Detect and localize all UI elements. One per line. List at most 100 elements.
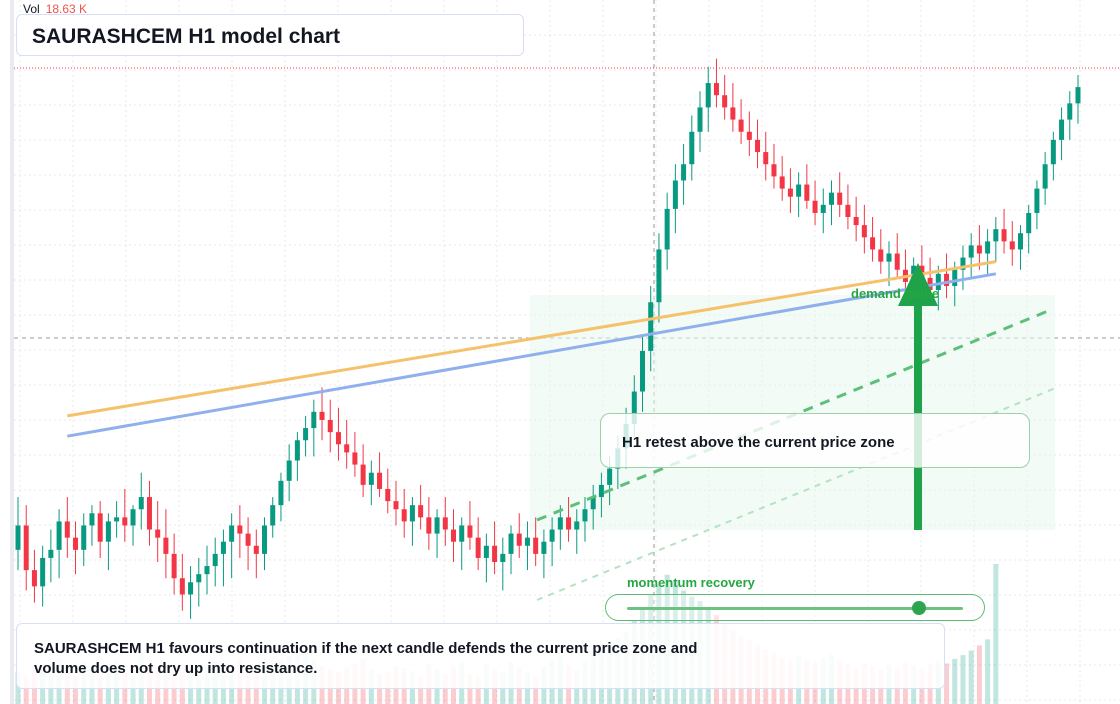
candle-body — [212, 553, 218, 567]
candle-body — [81, 525, 87, 550]
summary-text: SAURASHCEM H1 favours continuation if th… — [34, 640, 698, 677]
candle-body — [574, 521, 580, 530]
volume-legend: Vol 18.63 K — [23, 2, 87, 16]
candle-body — [960, 257, 966, 270]
candle-body — [303, 428, 309, 441]
candle-body — [631, 391, 637, 424]
candle-body — [89, 513, 95, 526]
left-axis-border — [10, 0, 14, 704]
momentum-knob[interactable] — [912, 601, 927, 615]
candle-body — [179, 578, 185, 595]
volume-bar — [993, 564, 999, 704]
candle-body — [524, 537, 530, 546]
summary-box: SAURASHCEM H1 favours continuation if th… — [16, 623, 945, 689]
candle-body — [409, 505, 415, 522]
candle-body — [549, 529, 555, 542]
candle-body — [976, 245, 982, 254]
retest-callout: H1 retest above the current price zone — [600, 413, 1030, 468]
volume-value: 18.63 K — [45, 2, 88, 16]
candle-body — [40, 557, 46, 587]
candle-body — [828, 192, 834, 205]
candle-body — [155, 529, 161, 538]
chart-title: SAURASHCEM H1 model chart — [32, 25, 341, 48]
volume-bar — [960, 655, 966, 704]
candle-body — [1042, 164, 1048, 189]
candle-body — [105, 521, 111, 542]
candle-body — [220, 541, 226, 554]
candle-body — [689, 131, 695, 165]
candle-body — [262, 525, 268, 554]
volume-bar — [377, 674, 383, 704]
candle-body — [607, 468, 613, 485]
chart-title-box: SAURASHCEM H1 model chart — [16, 14, 524, 56]
candle-body — [368, 472, 374, 485]
candle-body — [245, 533, 251, 546]
candle-body — [590, 497, 596, 510]
volume-bar — [253, 674, 259, 704]
candle-body — [738, 119, 744, 132]
volume-bar — [985, 639, 991, 704]
volume-bar — [15, 672, 21, 704]
candle-body — [763, 152, 769, 165]
candle-body — [327, 419, 333, 433]
candle-body — [812, 200, 818, 213]
demand-zone — [530, 295, 1055, 530]
candle-body — [31, 570, 37, 587]
candle-body — [500, 553, 506, 562]
candle-body — [138, 497, 144, 510]
candle-body — [861, 225, 867, 238]
volume-bar — [130, 675, 136, 704]
candle-body — [56, 521, 62, 550]
candle-body — [294, 440, 300, 461]
candle-body — [968, 245, 974, 258]
demand-arrow-head — [898, 263, 938, 306]
candle-body — [451, 529, 457, 542]
candle-body — [1075, 87, 1081, 104]
candle-body — [993, 229, 999, 242]
candle-body — [237, 525, 243, 534]
candle-body — [598, 484, 604, 498]
candle-body — [171, 553, 177, 579]
candle-body — [656, 249, 662, 303]
candle-body — [1001, 229, 1007, 242]
candle-body — [894, 253, 900, 270]
candle-body — [311, 411, 317, 429]
candle-body — [870, 237, 876, 250]
candle-body — [335, 432, 341, 445]
volume-bar — [475, 675, 481, 704]
candle-body — [681, 164, 687, 181]
candle-body — [163, 537, 169, 554]
candle-body — [385, 488, 391, 502]
candle-body — [516, 533, 522, 546]
candle-body — [286, 460, 292, 481]
candle-body — [434, 517, 440, 534]
volume-bar — [163, 674, 169, 704]
candle-body — [533, 537, 539, 554]
candle-body — [253, 545, 259, 554]
candle-body — [1034, 188, 1040, 213]
candle-body — [985, 241, 991, 254]
candle-body — [639, 350, 645, 392]
candle-body — [130, 509, 136, 526]
candle-body — [64, 521, 70, 538]
candle-body — [796, 184, 802, 197]
volume-bar — [952, 658, 958, 704]
candle-body — [1059, 119, 1065, 140]
momentum-slider[interactable] — [605, 594, 985, 621]
candle-body — [508, 533, 514, 554]
candle-body — [566, 517, 572, 530]
momentum-label: momentum recovery — [627, 575, 755, 590]
candle-body — [1017, 233, 1023, 250]
candle-body — [713, 83, 719, 96]
candle-body — [204, 566, 210, 575]
volume-bar — [48, 674, 54, 704]
candle-body — [730, 107, 736, 120]
candle-body — [377, 472, 383, 489]
candle-body — [48, 549, 54, 558]
candle-body — [401, 509, 407, 522]
candle-body — [697, 107, 703, 132]
candle-body — [319, 411, 325, 420]
candle-body — [705, 83, 711, 108]
candle-body — [853, 217, 859, 226]
